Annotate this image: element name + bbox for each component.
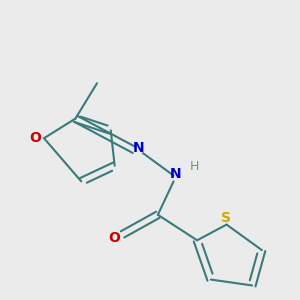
Text: S: S xyxy=(221,211,231,225)
Text: H: H xyxy=(189,160,199,173)
Text: N: N xyxy=(170,167,181,181)
Text: O: O xyxy=(29,131,41,145)
Text: O: O xyxy=(109,231,121,245)
Text: N: N xyxy=(133,141,145,155)
